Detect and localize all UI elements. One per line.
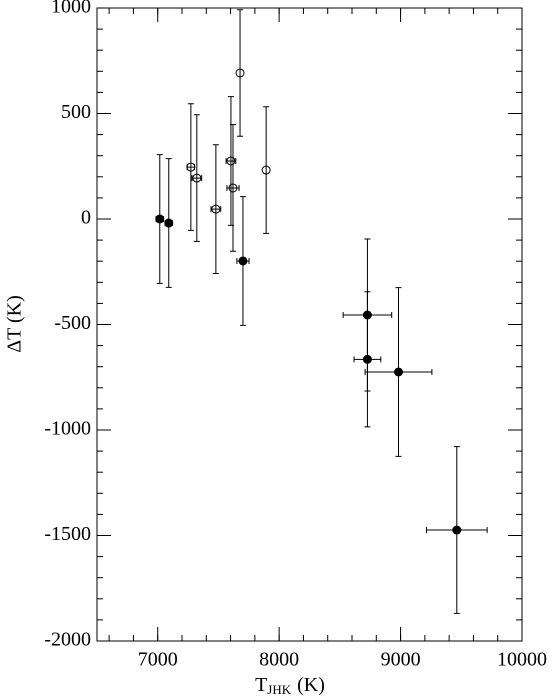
y-tick-label: -500	[54, 312, 91, 334]
y-tick-label: 500	[61, 101, 91, 123]
y-tick-label: -2000	[44, 629, 91, 651]
x-tick-label: 7000	[138, 649, 178, 671]
y-axis-label: ΔT (K)	[4, 295, 26, 352]
data-point	[452, 525, 462, 535]
data-point	[394, 367, 404, 377]
y-tick-label: 0	[81, 207, 91, 229]
x-tick-label: 10000	[497, 649, 547, 671]
data-point	[261, 165, 271, 175]
y-tick-label: 1000	[51, 0, 91, 18]
data-point	[228, 183, 238, 193]
data-point	[186, 162, 196, 172]
data-point	[155, 214, 165, 224]
data-point	[238, 256, 248, 266]
data-point	[192, 173, 202, 183]
data-point	[235, 68, 245, 78]
x-label-sub: JHK	[267, 682, 291, 697]
x-error-bar	[191, 175, 203, 182]
x-error-bar	[225, 157, 237, 164]
x-label-unit: (K)	[297, 674, 325, 696]
x-label-main: T	[255, 674, 267, 696]
y-error-bar	[263, 106, 270, 234]
x-error-bar	[210, 206, 222, 213]
data-point	[362, 354, 372, 364]
y-error-bar	[237, 9, 244, 137]
data-point	[226, 156, 236, 166]
x-axis-label: TJHK (K)	[255, 674, 325, 697]
data-point	[164, 218, 174, 228]
x-tick-label: 9000	[381, 649, 421, 671]
x-tick-label: 8000	[259, 649, 299, 671]
y-tick-label: -1000	[44, 418, 91, 440]
plot-frame	[96, 7, 523, 642]
y-tick-label: -1500	[44, 523, 91, 545]
data-point	[211, 204, 221, 214]
